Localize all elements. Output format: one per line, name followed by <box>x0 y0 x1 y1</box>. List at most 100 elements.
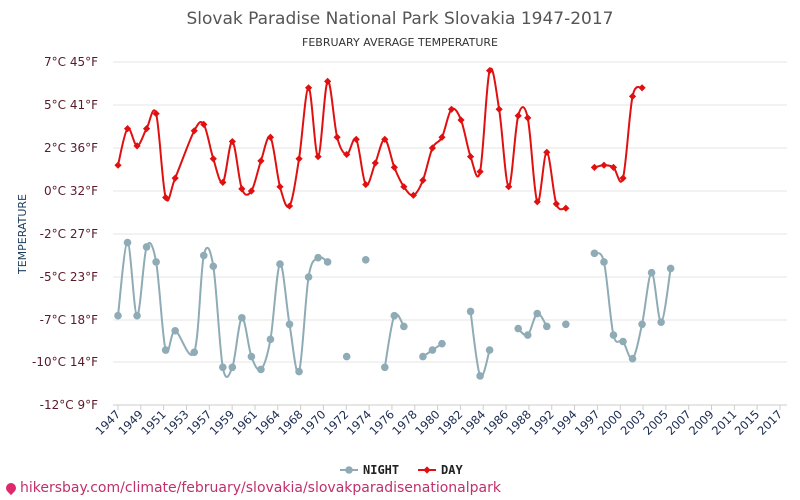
series-line-night <box>593 252 672 360</box>
data-point-day <box>638 84 646 92</box>
data-point-night <box>619 337 627 346</box>
data-point-night <box>190 348 199 357</box>
x-tick-label: 1957 <box>184 407 215 438</box>
x-tick-label: 2011 <box>709 407 740 438</box>
data-point-day <box>133 142 141 150</box>
data-point-day <box>247 187 255 195</box>
data-point-night <box>562 320 570 329</box>
data-point-night <box>523 331 532 339</box>
location-pin-icon <box>3 480 19 496</box>
y-tick-label: -12°C 9°F <box>40 398 98 412</box>
data-point-night <box>638 320 646 329</box>
data-point-night <box>266 335 275 344</box>
data-point-night <box>514 324 522 333</box>
y-axis-label: TEMPERATURE <box>16 194 29 275</box>
x-tick-label: 2017 <box>755 407 786 438</box>
data-point-night <box>466 307 475 316</box>
data-point-night <box>161 346 170 354</box>
data-point-night <box>142 243 151 251</box>
data-point-night <box>390 311 399 320</box>
data-point-night <box>114 311 122 320</box>
data-point-night <box>323 258 332 266</box>
data-point-day <box>409 191 417 199</box>
x-tick-label: 1968 <box>275 407 306 438</box>
watermark-text: hikersbay.com/climate/february/slovakia/… <box>20 480 501 496</box>
data-point-day <box>352 135 360 143</box>
data-point-day <box>228 137 236 146</box>
grid <box>113 61 787 406</box>
x-tick-label: 2007 <box>663 407 694 438</box>
x-tick-label: 1953 <box>161 407 192 438</box>
x-tick-label: 1984 <box>458 407 489 438</box>
chart-subtitle: FEBRUARY AVERAGE TEMPERATURE <box>302 36 498 49</box>
data-point-day <box>381 135 389 143</box>
x-tick-label: 1986 <box>481 407 512 438</box>
data-point-night <box>295 367 303 376</box>
data-point-day <box>562 204 570 212</box>
data-point-day <box>285 202 294 210</box>
legend-label-night[interactable]: NIGHT <box>363 463 399 477</box>
data-point-night <box>647 268 656 277</box>
x-axis: 1947194919511953195719591961196419681970… <box>93 405 786 438</box>
data-point-day <box>343 150 351 159</box>
x-tick-label: 1978 <box>389 407 420 438</box>
data-point-night <box>400 322 408 331</box>
y-tick-label: -2°C 27°F <box>40 227 98 241</box>
data-point-day <box>304 84 313 92</box>
series <box>114 67 675 380</box>
series-line-day <box>594 86 643 183</box>
data-point-day <box>533 198 541 206</box>
data-point-day <box>162 193 170 202</box>
data-point-day <box>190 127 198 135</box>
series-line-day <box>117 67 567 211</box>
legend-label-day[interactable]: DAY <box>441 463 463 477</box>
data-point-day <box>200 120 208 128</box>
y-tick-label: -10°C 14°F <box>32 355 98 369</box>
data-point-night <box>314 253 322 262</box>
data-point-night <box>199 251 208 260</box>
x-tick-label: 1964 <box>252 407 283 438</box>
data-point-day <box>295 155 303 163</box>
data-point-day <box>438 133 446 141</box>
data-point-night <box>381 363 389 372</box>
chart-title: Slovak Paradise National Park Slovakia 1… <box>186 9 613 29</box>
watermark[interactable]: hikersbay.com/climate/february/slovakia/… <box>3 480 501 496</box>
data-point-day <box>390 163 398 171</box>
x-tick-label: 2000 <box>595 407 626 438</box>
x-tick-label: 2003 <box>618 407 649 438</box>
data-point-day <box>114 161 122 169</box>
x-tick-label: 1959 <box>207 407 238 438</box>
x-tick-label: 1961 <box>229 407 260 438</box>
data-point-night <box>133 311 141 320</box>
data-point-day <box>419 176 427 184</box>
data-point-day <box>476 168 484 176</box>
data-point-day <box>276 183 284 191</box>
data-point-night <box>152 258 160 266</box>
data-point-night <box>123 238 132 247</box>
series-line-night <box>117 241 329 378</box>
x-tick-label: 2009 <box>686 407 717 438</box>
x-tick-label: 1951 <box>138 407 169 438</box>
data-point-day <box>514 112 522 120</box>
series-line-night <box>383 313 405 368</box>
data-point-night <box>209 262 218 271</box>
data-point-night <box>285 320 294 329</box>
data-point-day <box>238 185 246 193</box>
series-line-night <box>469 311 491 378</box>
data-point-day <box>609 163 618 171</box>
x-tick-label: 2015 <box>732 407 763 438</box>
data-point-night <box>609 331 618 339</box>
x-tick-label: 1982 <box>435 407 466 438</box>
data-point-night <box>600 258 608 266</box>
data-point-day <box>333 133 341 141</box>
data-point-night <box>419 352 427 361</box>
y-tick-label: 2°C 36°F <box>44 141 98 155</box>
data-point-day <box>552 200 560 208</box>
data-point-day <box>457 116 465 124</box>
y-tick-label: 5°C 41°F <box>44 98 98 112</box>
y-axis: 7°C 45°F 5°C 41°F 2°C 36°F 0°C 32°F -2°C 27°… <box>32 55 98 412</box>
data-point-day <box>209 155 217 163</box>
x-tick-label: 1988 <box>503 407 534 438</box>
legend-marker-day <box>423 466 431 474</box>
data-point-day <box>371 159 379 167</box>
